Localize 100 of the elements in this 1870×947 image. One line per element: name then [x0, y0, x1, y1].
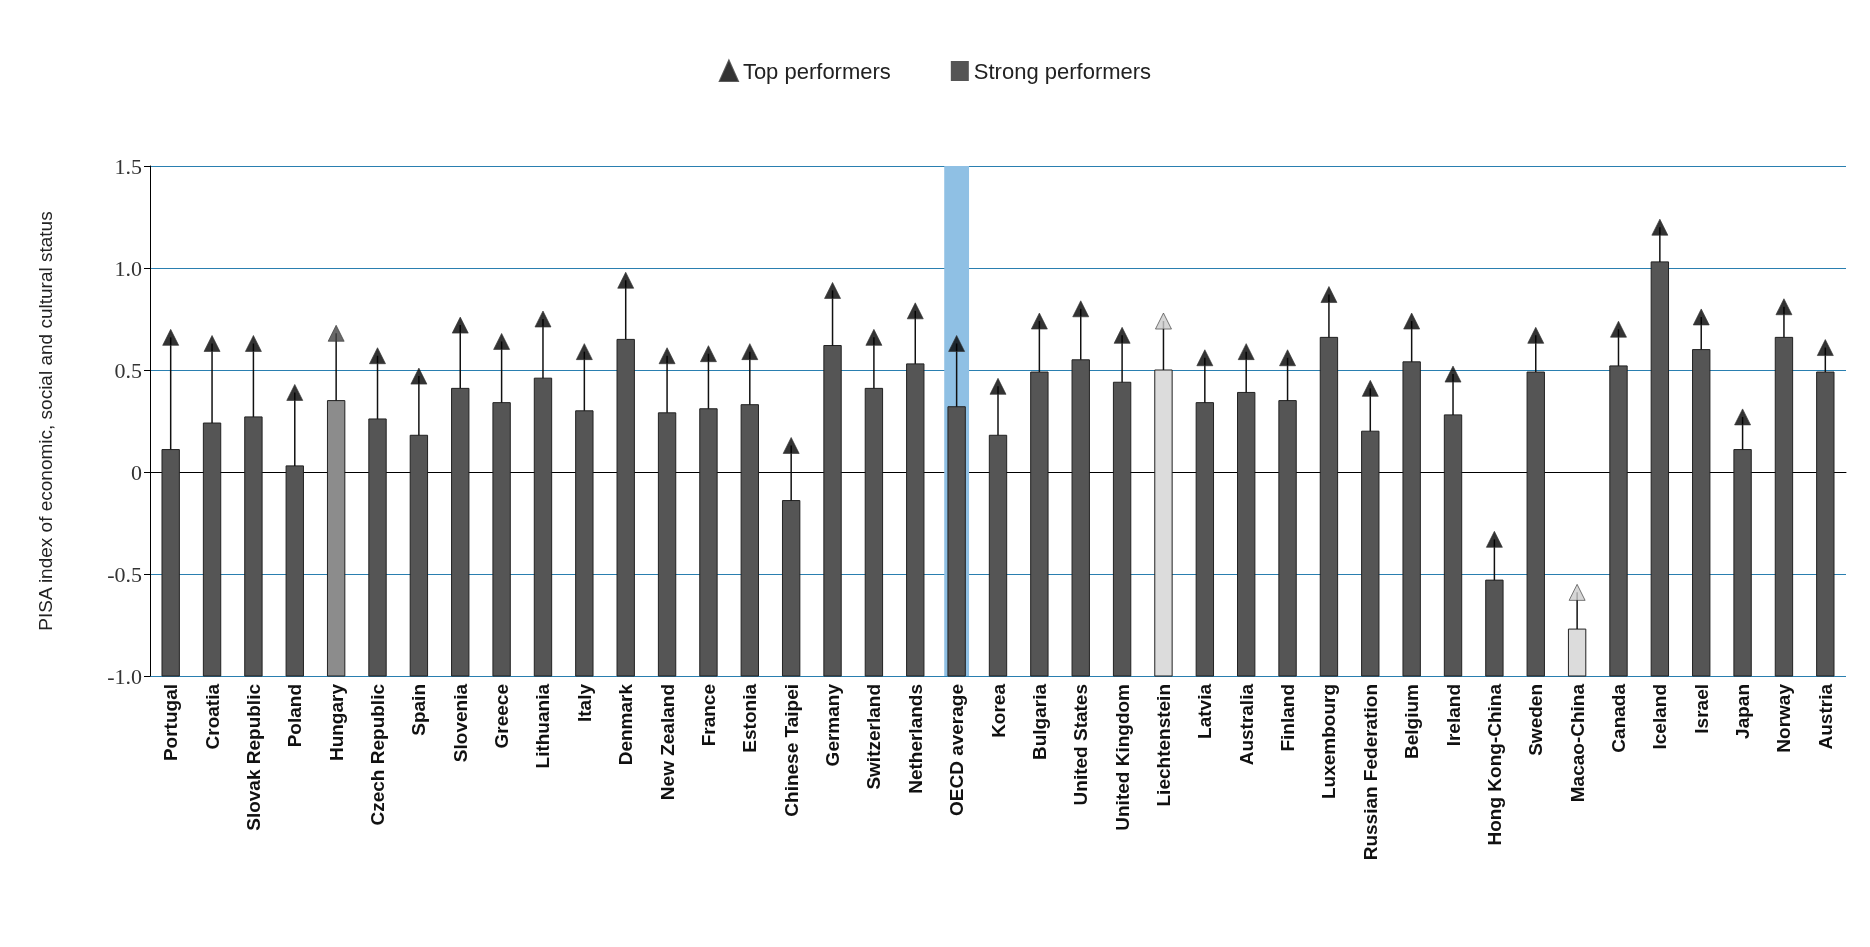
x-tick-label: Slovenia	[449, 683, 471, 763]
bar	[906, 363, 925, 677]
point	[1485, 530, 1503, 548]
point	[1279, 349, 1296, 367]
x-tick-label: Russian Federation	[1359, 684, 1381, 861]
bar	[1319, 336, 1339, 677]
point	[451, 316, 469, 334]
bar	[1609, 365, 1628, 677]
bar	[699, 408, 718, 677]
point	[1361, 379, 1379, 397]
point	[1320, 286, 1338, 303]
point	[1651, 218, 1669, 236]
x-tick-label: Bulgaria	[1028, 683, 1050, 761]
bar	[988, 434, 1008, 677]
bar	[781, 500, 801, 677]
bar	[1567, 628, 1587, 677]
point	[1403, 312, 1421, 330]
x-tick-label: Netherlands	[904, 684, 926, 794]
x-tick-label: Lithuania	[532, 683, 554, 769]
bar	[1443, 414, 1463, 677]
x-tick-label: Belgium	[1401, 684, 1423, 759]
point	[989, 377, 1007, 395]
y-tick-label: 0	[131, 459, 142, 485]
bar	[1195, 402, 1215, 677]
point	[1072, 300, 1090, 318]
point	[410, 367, 428, 385]
point	[617, 271, 635, 289]
x-tick-label: Macao-China	[1566, 683, 1588, 803]
bar	[657, 412, 677, 677]
x-tick-label: Germany	[822, 683, 844, 767]
point	[1692, 308, 1710, 326]
bar	[575, 410, 594, 677]
x-tick-label: Slovak Republic	[242, 683, 264, 831]
point	[327, 324, 345, 342]
x-tick-label: Hungary	[325, 683, 347, 762]
x-tick-label: Estonia	[739, 683, 761, 753]
point	[741, 343, 759, 361]
point	[1196, 349, 1214, 367]
legend-label: Strong performers	[973, 58, 1152, 84]
bar	[616, 338, 635, 677]
point	[575, 343, 593, 361]
x-tick-label: Italy	[573, 683, 595, 723]
bar	[326, 400, 346, 677]
x-tick-label: Sweden	[1525, 684, 1547, 756]
bar	[244, 416, 263, 677]
bar	[1402, 361, 1421, 677]
x-tick-label: Spain	[408, 684, 430, 736]
point	[1113, 326, 1131, 344]
x-tick-label: Finland	[1277, 684, 1299, 752]
point	[1610, 320, 1627, 338]
bar	[1361, 430, 1380, 677]
bar	[492, 402, 511, 677]
point	[1775, 298, 1793, 316]
point	[286, 384, 304, 401]
x-tick-label: France	[697, 684, 719, 747]
legend-label: Top performers	[742, 58, 891, 84]
bar	[409, 434, 429, 677]
bar	[1816, 371, 1835, 677]
x-tick-label: Ireland	[1442, 684, 1464, 747]
y-tick-label: 1.0	[114, 255, 142, 281]
bar	[740, 404, 759, 677]
bar	[202, 422, 222, 677]
bar	[823, 345, 842, 677]
point	[1527, 326, 1545, 344]
x-tick-label: Japan	[1732, 684, 1754, 739]
y-tick-label: 1.5	[114, 153, 142, 179]
x-tick-label: Czech Republic	[367, 683, 389, 826]
bar	[1733, 449, 1752, 677]
bar	[1154, 369, 1173, 677]
point	[203, 335, 221, 352]
x-tick-label: New Zealand	[656, 684, 678, 801]
point	[865, 328, 883, 346]
point	[700, 345, 717, 363]
point	[948, 335, 966, 352]
point	[1568, 583, 1586, 601]
bar	[285, 465, 304, 677]
x-tick-label: Latvia	[1194, 683, 1216, 739]
point	[658, 347, 676, 365]
x-tick-label: Chinese Taipei	[780, 684, 802, 817]
point	[493, 333, 511, 350]
x-tick-label: OECD average	[946, 684, 968, 817]
point	[1030, 312, 1048, 330]
x-tick-label: Norway	[1773, 683, 1795, 753]
bar	[533, 377, 553, 677]
bar	[451, 387, 470, 677]
point	[906, 302, 924, 320]
x-tick-label: Croatia	[201, 683, 223, 750]
bar	[1278, 400, 1297, 677]
x-tick-label: Luxembourg	[1318, 684, 1340, 800]
x-tick-label: Australia	[1235, 683, 1257, 766]
x-tick-label: Hong Kong-China	[1483, 683, 1505, 846]
y-axis-title: PISA index of economic, social and cultural status	[34, 211, 56, 631]
x-tick-label: Korea	[987, 683, 1009, 738]
point	[245, 335, 262, 352]
x-tick-label: Greece	[491, 684, 513, 749]
bar	[1692, 349, 1711, 677]
bar	[1071, 359, 1090, 677]
x-tick-label: Portugal	[160, 684, 182, 762]
point	[782, 437, 800, 454]
x-tick-label: Liechtenstein	[1152, 684, 1174, 807]
